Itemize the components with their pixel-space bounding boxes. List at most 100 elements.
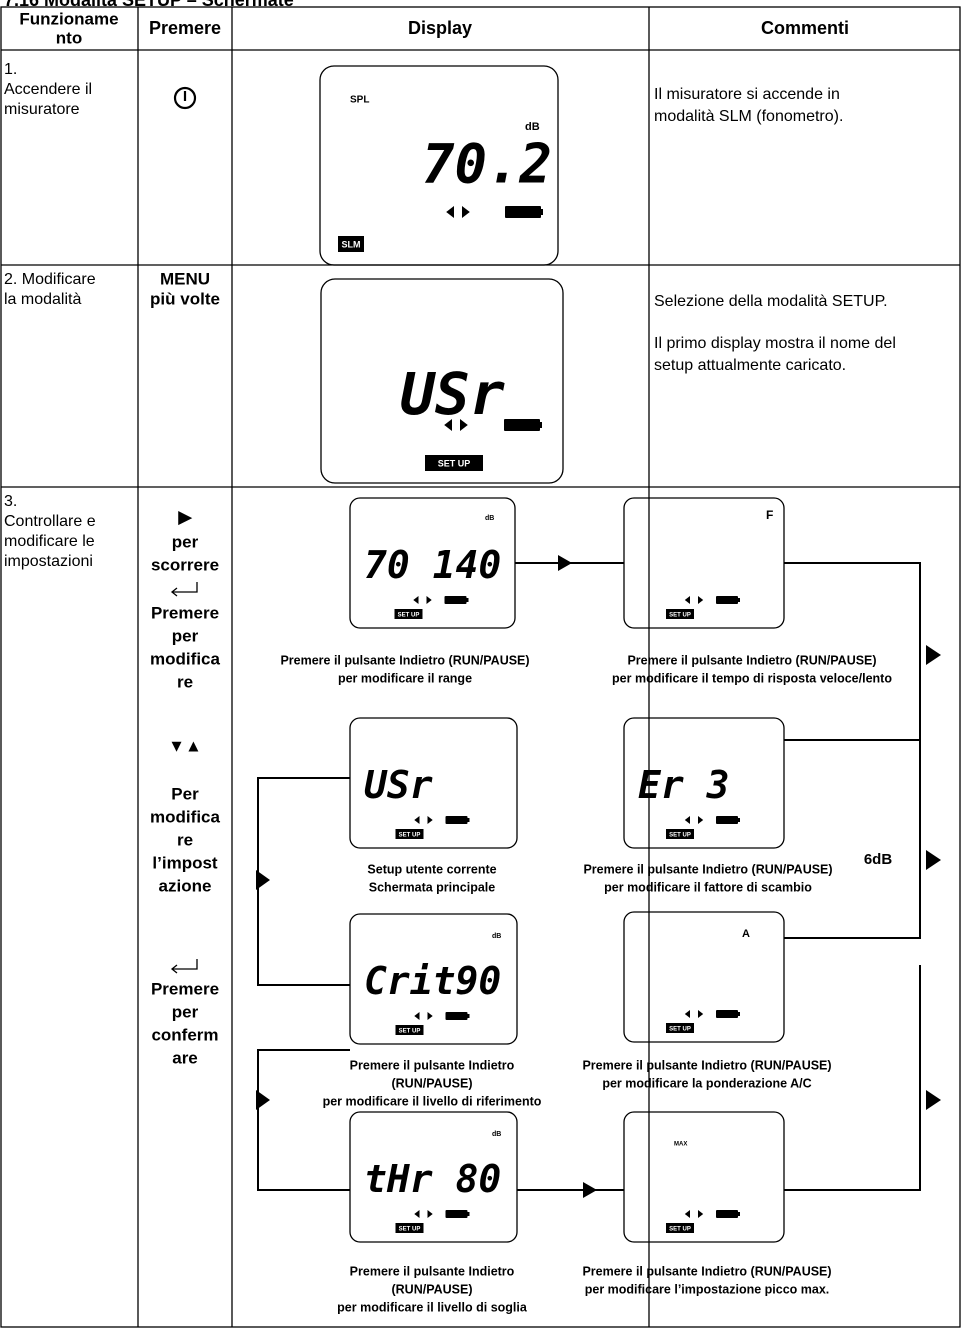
lcd-reading: 70.2 [422, 133, 552, 196]
lcd-reading: USr [400, 360, 505, 428]
key-text: azione [159, 876, 212, 895]
lcd-top-label: dB [492, 933, 501, 940]
caption: Premere il pulsante Indietro [350, 1264, 515, 1278]
key-text: più volte [150, 289, 220, 308]
comment-text: Il misuratore si accende in [654, 86, 840, 103]
caption: per modificare il range [338, 671, 472, 685]
caption: per modificare il livello di riferimento [323, 1094, 542, 1108]
caption: Premere il pulsante Indietro (RUN/PAUSE) [280, 653, 529, 667]
key-text: Per [171, 784, 199, 803]
caption: Premere il pulsante Indietro (RUN/PAUSE) [582, 1058, 831, 1072]
lcd-arrow [698, 1010, 704, 1018]
lcd-mode-box [395, 1223, 424, 1233]
lcd-mode: SET UP [399, 1029, 421, 1035]
lcd-top-label: dB [485, 515, 494, 522]
caption: per modificare la ponderazione A/C [602, 1076, 811, 1090]
lcd-battery-tip [541, 209, 543, 215]
lcd-battery-tip [738, 1012, 740, 1016]
step-text: misuratore [4, 101, 80, 118]
lcd-battery [445, 1012, 468, 1020]
lcd-arrow [413, 596, 419, 604]
key-text: per [172, 626, 199, 645]
lcd-mode: SLM [342, 239, 361, 249]
key-text: ▶ [177, 507, 192, 526]
lcd-mode-box [395, 1025, 424, 1035]
lcd-battery [716, 1210, 738, 1218]
caption: (RUN/PAUSE) [391, 1282, 472, 1296]
step-text: Controllare e [4, 513, 96, 530]
lcd-screen [319, 65, 559, 266]
lcd-mode-box [395, 829, 424, 839]
power-icon [173, 86, 197, 110]
lcd-label: SPL [350, 95, 369, 106]
lcd-screen [623, 497, 785, 629]
lcd-reading: Crit90 [364, 959, 501, 1003]
lcd-mode-box [666, 1023, 694, 1033]
lcd-battery [716, 816, 738, 824]
lcd-battery-tip [738, 1212, 740, 1216]
lcd-screen [623, 717, 785, 849]
lcd-battery-tip [738, 818, 740, 822]
lcd-mode: SET UP [399, 833, 421, 839]
lcd-arrow [444, 419, 452, 431]
lcd-top-label: F [766, 508, 773, 522]
lcd-mode: SET UP [438, 458, 471, 468]
lcd-arrow [684, 1210, 690, 1218]
column-header: nto [56, 28, 82, 47]
caption: Premere il pulsante Indietro (RUN/PAUSE) [583, 862, 832, 876]
lcd-reading: Er 3 [638, 763, 730, 807]
lcd-arrow [427, 1210, 433, 1218]
lcd-mode-box [666, 609, 694, 619]
lcd-mode: SET UP [669, 1027, 691, 1033]
step-text: 2. Modificare [4, 271, 96, 288]
exchange-label: 6dB [864, 851, 893, 868]
lcd-battery-tip [540, 422, 542, 428]
lcd-mode: SET UP [669, 1227, 691, 1233]
key-text: modifica [150, 807, 220, 826]
lcd-battery-tip [738, 598, 740, 602]
step-text: modificare le [4, 533, 95, 550]
lcd-battery [445, 816, 468, 824]
lcd-reading: USr [364, 763, 433, 807]
caption: Premere il pulsante Indietro (RUN/PAUSE) [582, 1264, 831, 1278]
lcd-arrow [446, 206, 454, 218]
caption: per modificare il livello di soglia [337, 1300, 528, 1314]
column-header: Commenti [761, 18, 849, 38]
key-text: per [172, 532, 199, 551]
lcd-battery [445, 1210, 468, 1218]
step-text: la modalità [4, 291, 81, 308]
lcd-screen [349, 717, 518, 849]
lcd-arrow [698, 1210, 704, 1218]
column-header: Funzioname [19, 9, 118, 28]
key-text: Premere [151, 603, 219, 622]
lcd-arrow [414, 816, 420, 824]
comment-text: Selezione della modalità SETUP. [654, 293, 888, 310]
lcd-screen [623, 911, 785, 1043]
key-text: are [172, 1048, 198, 1067]
table-border [0, 6, 961, 1328]
column-header: Display [408, 18, 472, 38]
lcd-battery [716, 1010, 738, 1018]
lcd-arrow [684, 816, 690, 824]
column-header: Premere [149, 18, 221, 38]
lcd-top-label: dB [492, 1131, 501, 1138]
lcd-battery-tip [466, 598, 469, 602]
lcd-arrow [426, 596, 432, 604]
lcd-battery [505, 206, 541, 218]
lcd-arrow [684, 596, 690, 604]
lcd-mode-box [338, 236, 364, 252]
enter-icon [170, 582, 198, 974]
caption: per modificare l’impostazione picco max. [585, 1282, 830, 1296]
lcd-top-label: A [742, 928, 750, 940]
key-text: re [177, 830, 193, 849]
caption: Setup utente corrente [367, 862, 496, 876]
lcd-screen [623, 1111, 785, 1243]
page-title: 7.16 Modalità SETUP – Schermate [4, 0, 294, 10]
lcd-arrow [698, 816, 704, 824]
lcd-arrow [427, 816, 433, 824]
caption: per modificare il tempo di risposta velo… [612, 671, 892, 685]
lcd-mode-box [394, 609, 423, 619]
step-text: impostazioni [4, 553, 93, 570]
lcd-mode-box [666, 1223, 694, 1233]
key-text: ▼▲ [168, 736, 202, 755]
